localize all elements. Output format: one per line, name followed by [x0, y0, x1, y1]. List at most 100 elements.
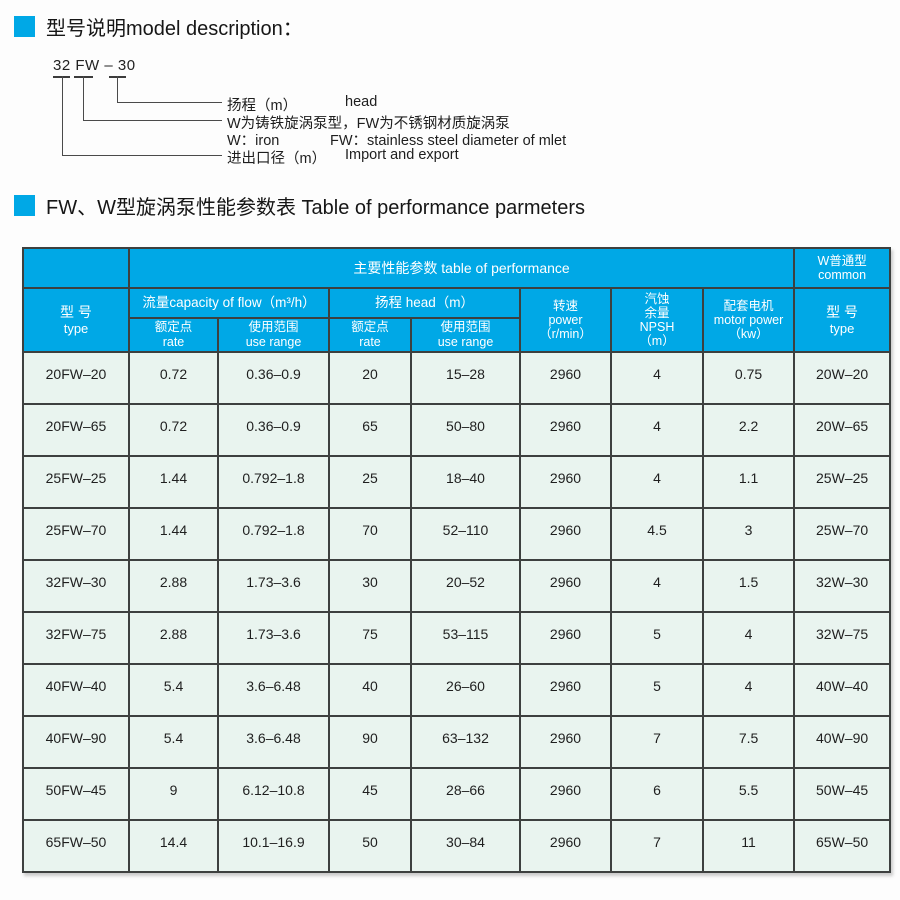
header-empty-cell	[22, 247, 130, 289]
table-cell: 0.72	[128, 351, 219, 405]
table-cell: 63–132	[410, 715, 521, 769]
table-cell: 4	[610, 351, 704, 405]
table-cell: 2960	[519, 403, 612, 457]
table-cell: 25W–70	[793, 507, 892, 561]
table-cell: 25FW–70	[22, 507, 130, 561]
tick-line-32	[53, 76, 70, 78]
table-cell: 7	[610, 715, 704, 769]
connector-line-inlet	[62, 76, 222, 156]
table-cell: 1.73–3.6	[217, 559, 330, 613]
table-cell: 20FW–20	[22, 351, 130, 405]
table-cell: 0.75	[701, 351, 796, 405]
performance-table: 主要性能参数 table of performance W普通型 common …	[22, 247, 892, 873]
table-cell: 14.4	[128, 819, 219, 873]
table-cell: 50–80	[410, 403, 521, 457]
table-cell: 3.6–6.48	[217, 715, 330, 769]
table-cell: 18–40	[410, 455, 521, 509]
table-cell: 20–52	[410, 559, 521, 613]
table-cell: 6.12–10.8	[217, 767, 330, 821]
table-cell: 4	[610, 559, 704, 613]
table-cell: 25W–25	[793, 455, 892, 509]
table-cell: 5.4	[128, 663, 219, 717]
table-cell: 10.1–16.9	[217, 819, 330, 873]
table-cell: 2960	[519, 507, 612, 561]
header-common-group: W普通型 common	[793, 247, 892, 289]
table-cell: 2.2	[701, 403, 796, 457]
table-cell: 1.73–3.6	[217, 611, 330, 665]
table-cell: 32W–75	[793, 611, 892, 665]
table-cell: 40FW–40	[22, 663, 130, 717]
table-cell: 5.5	[701, 767, 796, 821]
table-cell: 28–66	[410, 767, 521, 821]
table-cell: 0.36–0.9	[217, 351, 330, 405]
table-row: 40FW–40 5.4 3.6–6.48 40 26–60 2960 5 4 40W–40	[22, 663, 892, 717]
table-cell: 9	[128, 767, 219, 821]
table-cell: 20W–65	[793, 403, 892, 457]
table-body: 20FW–20 0.72 0.36–0.9 20 15–28 2960 4 0.75 20W–2…	[22, 351, 892, 873]
section-bullet-icon	[14, 16, 35, 37]
table-cell: 2960	[519, 819, 612, 873]
table-cell: 25	[328, 455, 412, 509]
table-cell: 0.792–1.8	[217, 507, 330, 561]
table-cell: 50FW–45	[22, 767, 130, 821]
section-header-performance-table: FW、W型旋涡泵性能参数表 Table of performance parme…	[14, 191, 585, 220]
header-type-left: 型 号 type	[22, 287, 130, 353]
table-cell: 0.72	[128, 403, 219, 457]
table-cell: 32FW–75	[22, 611, 130, 665]
diagram-label-inlet-zh: 进出口径（m）	[227, 151, 327, 167]
table-cell: 53–115	[410, 611, 521, 665]
table-cell: 7	[610, 819, 704, 873]
model-code: 32 FW – 30	[53, 57, 136, 74]
table-cell: 7.5	[701, 715, 796, 769]
header-npsh: 汽蚀 余量 NPSH （m）	[610, 287, 704, 353]
header-type-right: 型 号 type	[793, 287, 892, 353]
table-cell: 65	[328, 403, 412, 457]
table-cell: 0.792–1.8	[217, 455, 330, 509]
table-cell: 5	[610, 611, 704, 665]
table-row: 50FW–45 9 6.12–10.8 45 28–66 2960 6 5.5 50W–45	[22, 767, 892, 821]
table-row: 20FW–65 0.72 0.36–0.9 65 50–80 2960 4 2.2 20W–65	[22, 403, 892, 457]
header-speed: 转速 power （r/min）	[519, 287, 612, 353]
table-cell: 65W–50	[793, 819, 892, 873]
table-cell: 1.44	[128, 455, 219, 509]
table-cell: 1.44	[128, 507, 219, 561]
table-cell: 2960	[519, 559, 612, 613]
table-cell: 90	[328, 715, 412, 769]
table-cell: 20	[328, 351, 412, 405]
section-header-model-description: 型号说明model description：	[14, 12, 303, 41]
table-cell: 15–28	[410, 351, 521, 405]
table-cell: 30–84	[410, 819, 521, 873]
table-cell: 1.5	[701, 559, 796, 613]
table-cell: 4.5	[610, 507, 704, 561]
table-row: 32FW–75 2.88 1.73–3.6 75 53–115 2960 5 4 32W–75	[22, 611, 892, 665]
table-cell: 30	[328, 559, 412, 613]
table-cell: 2960	[519, 351, 612, 405]
table-cell: 2960	[519, 663, 612, 717]
table-cell: 20FW–65	[22, 403, 130, 457]
model-code-diagram: 32 FW – 30 扬程（m） head W为铸铁旋涡泵型，FW为不锈钢材质旋…	[0, 0, 900, 180]
table-cell: 26–60	[410, 663, 521, 717]
table-cell: 2960	[519, 455, 612, 509]
table-cell: 4	[610, 455, 704, 509]
table-cell: 70	[328, 507, 412, 561]
diagram-label-inlet: 进出口径（m） Import and export	[227, 147, 459, 168]
table-cell: 3.6–6.48	[217, 663, 330, 717]
table-cell: 4	[610, 403, 704, 457]
connector-line-head	[117, 76, 222, 103]
table-cell: 3	[701, 507, 796, 561]
table-cell: 20W–20	[793, 351, 892, 405]
table-cell: 4	[701, 663, 796, 717]
table-cell: 11	[701, 819, 796, 873]
header-flow-rate: 额定点 rate	[128, 317, 219, 353]
table-cell: 32W–30	[793, 559, 892, 613]
section-title-model-description: 型号说明model description：	[46, 18, 303, 40]
diagram-label-head: 扬程（m） head	[227, 94, 377, 115]
table-cell: 40FW–90	[22, 715, 130, 769]
table-row: 32FW–30 2.88 1.73–3.6 30 20–52 2960 4 1.5 32W–30	[22, 559, 892, 613]
table-row: 20FW–20 0.72 0.36–0.9 20 15–28 2960 4 0.75 20W–2…	[22, 351, 892, 405]
connector-line-material	[83, 76, 222, 121]
diagram-label-inlet-en: Import and export	[345, 147, 459, 163]
table-cell: 2960	[519, 611, 612, 665]
diagram-label-material-en-w: W：iron	[227, 133, 280, 149]
